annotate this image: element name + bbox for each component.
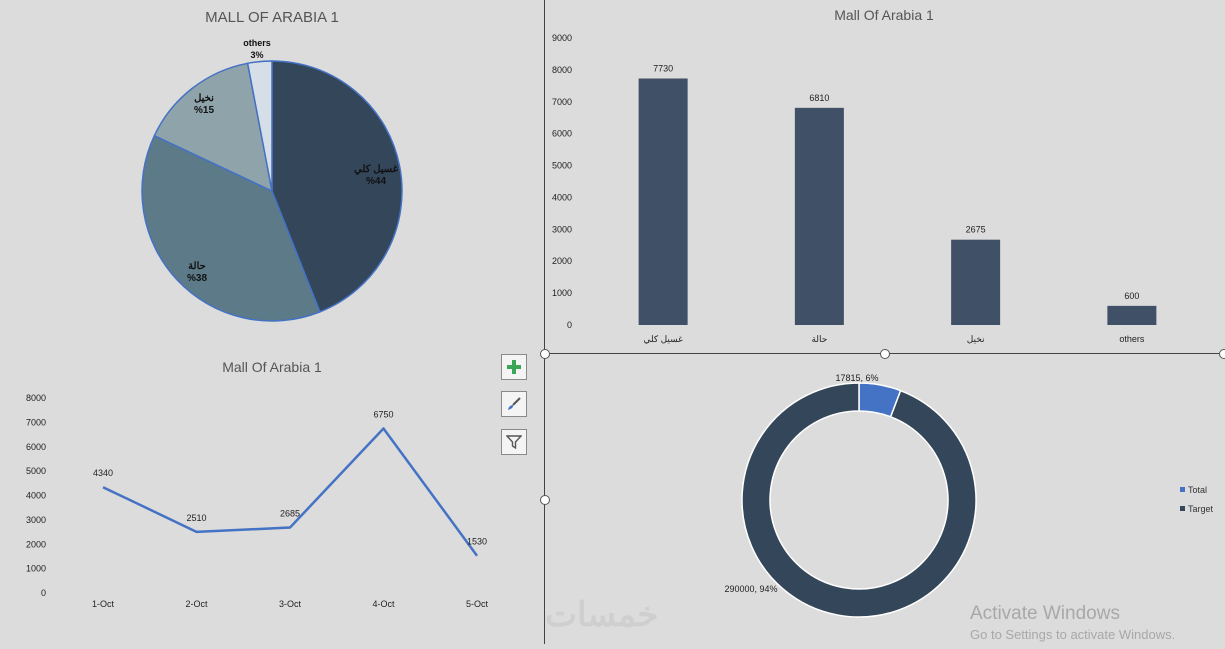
pie-slice[interactable]	[271, 60, 403, 313]
legend-swatch-target	[1180, 506, 1185, 511]
pie-label-name-1: غسيل كلي	[354, 164, 399, 175]
pie-chart: MALL OF ARABIA 1 غسيل كلي %44 حالة %38 ن…	[141, 9, 403, 322]
line-chart-panel[interactable]: Mall Of Arabia 1 0 1000 2000 3000 4000 5000 60…	[0, 355, 544, 644]
bar-data-label: 2675	[966, 225, 986, 235]
y-tick-label: 1000	[26, 564, 46, 574]
x-tick-label: others	[1119, 334, 1145, 344]
resize-handle[interactable]	[880, 349, 890, 359]
y-tick-label: 2000	[552, 256, 572, 266]
line-data-label: 1530	[467, 537, 487, 547]
bar[interactable]	[794, 107, 844, 325]
bar-data-label: 6810	[809, 93, 829, 103]
donut-chart-panel[interactable]: 17815, 6% 290000, 94% Total Target	[545, 355, 1225, 644]
line-data-label: 2510	[186, 513, 206, 523]
pie-label-pct-3: %15	[194, 105, 214, 116]
y-tick-label: 7000	[26, 417, 46, 427]
y-tick-label: 9000	[552, 33, 572, 43]
line-series[interactable]	[102, 427, 479, 557]
x-tick-label: 1-Oct	[92, 599, 115, 609]
chart-styles-button[interactable]	[501, 391, 527, 417]
donut-label-target: 290000, 94%	[724, 584, 777, 594]
y-tick-label: 4000	[552, 192, 572, 202]
bar-chart-panel[interactable]: Mall Of Arabia 1 0 1000 2000 3000 4000 5000 60…	[545, 0, 1225, 352]
pie-label-name-4: others	[243, 38, 271, 48]
y-tick-label: 3000	[26, 515, 46, 525]
line-data-label: 4340	[93, 468, 113, 478]
bar-data-label: 600	[1124, 291, 1139, 301]
x-tick-label: نخيل	[967, 334, 985, 344]
pie-slice[interactable]	[246, 60, 273, 192]
y-tick-label: 6000	[552, 129, 572, 139]
pie-slice[interactable]	[153, 62, 274, 193]
x-tick-label: غسيل كلي	[643, 334, 683, 344]
pie-label-pct-2: %38	[187, 273, 207, 284]
y-tick-label: 5000	[26, 466, 46, 476]
vertical-divider	[544, 0, 545, 644]
line-chart-title: Mall Of Arabia 1	[222, 359, 322, 375]
x-tick-label: 5-Oct	[466, 599, 489, 609]
bar-chart-title: Mall Of Arabia 1	[834, 7, 934, 23]
legend-label-total: Total	[1188, 485, 1207, 495]
resize-handle[interactable]	[540, 495, 550, 505]
x-tick-label: حالة	[811, 334, 827, 344]
y-tick-label: 1000	[552, 288, 572, 298]
line-chart: Mall Of Arabia 1 0 1000 2000 3000 4000 5000 60…	[26, 359, 489, 609]
legend-label-target: Target	[1188, 504, 1214, 514]
bar[interactable]	[951, 239, 1001, 325]
line-data-label: 6750	[373, 409, 393, 419]
y-tick-label: 8000	[552, 65, 572, 75]
pie-chart-title: MALL OF ARABIA 1	[205, 9, 339, 26]
chart-filters-button[interactable]	[501, 429, 527, 455]
pie-label-name-2: حالة	[188, 261, 206, 272]
chart-elements-button[interactable]	[501, 354, 527, 380]
site-watermark: خمسات	[545, 596, 659, 634]
donut-slice[interactable]	[741, 382, 977, 618]
activate-windows-watermark: Activate Windows Go to Settings to activ…	[970, 603, 1175, 642]
bar[interactable]	[1107, 305, 1157, 325]
y-tick-label: 5000	[552, 161, 572, 171]
y-tick-label: 4000	[26, 491, 46, 501]
y-tick-label: 2000	[26, 539, 46, 549]
line-data-label: 2685	[280, 509, 300, 519]
legend-swatch-total	[1180, 487, 1185, 492]
y-tick-label: 7000	[552, 97, 572, 107]
pie-chart-panel[interactable]: MALL OF ARABIA 1 غسيل كلي %44 حالة %38 ن…	[0, 0, 544, 350]
y-tick-label: 0	[567, 320, 572, 330]
resize-handle[interactable]	[1219, 349, 1225, 359]
pie-label-name-3: نخيل	[194, 93, 214, 104]
x-tick-label: 2-Oct	[185, 599, 208, 609]
watermark-line-1: Activate Windows	[970, 603, 1120, 624]
watermark-line-2: Go to Settings to activate Windows.	[970, 627, 1176, 642]
pie-label-pct-1: %44	[366, 176, 386, 187]
resize-handle[interactable]	[540, 349, 550, 359]
y-tick-label: 8000	[26, 393, 46, 403]
x-tick-label: 4-Oct	[372, 599, 395, 609]
bar[interactable]	[638, 78, 688, 325]
x-tick-label: 3-Oct	[279, 599, 302, 609]
filter-icon	[506, 435, 522, 450]
pie-slice[interactable]	[141, 134, 321, 322]
plus-icon	[507, 360, 521, 374]
donut-label-total: 17815, 6%	[835, 373, 878, 383]
bar-chart: Mall Of Arabia 1 0 1000 2000 3000 4000 5000 60…	[552, 7, 1157, 344]
donut-chart: 17815, 6% 290000, 94% Total Target	[724, 373, 1214, 618]
y-tick-label: 6000	[26, 442, 46, 452]
paintbrush-icon	[508, 397, 521, 410]
pie-label-pct-4: 3%	[250, 50, 263, 60]
y-tick-label: 3000	[552, 224, 572, 234]
bar-data-label: 7730	[653, 63, 673, 73]
y-tick-label: 0	[41, 588, 46, 598]
